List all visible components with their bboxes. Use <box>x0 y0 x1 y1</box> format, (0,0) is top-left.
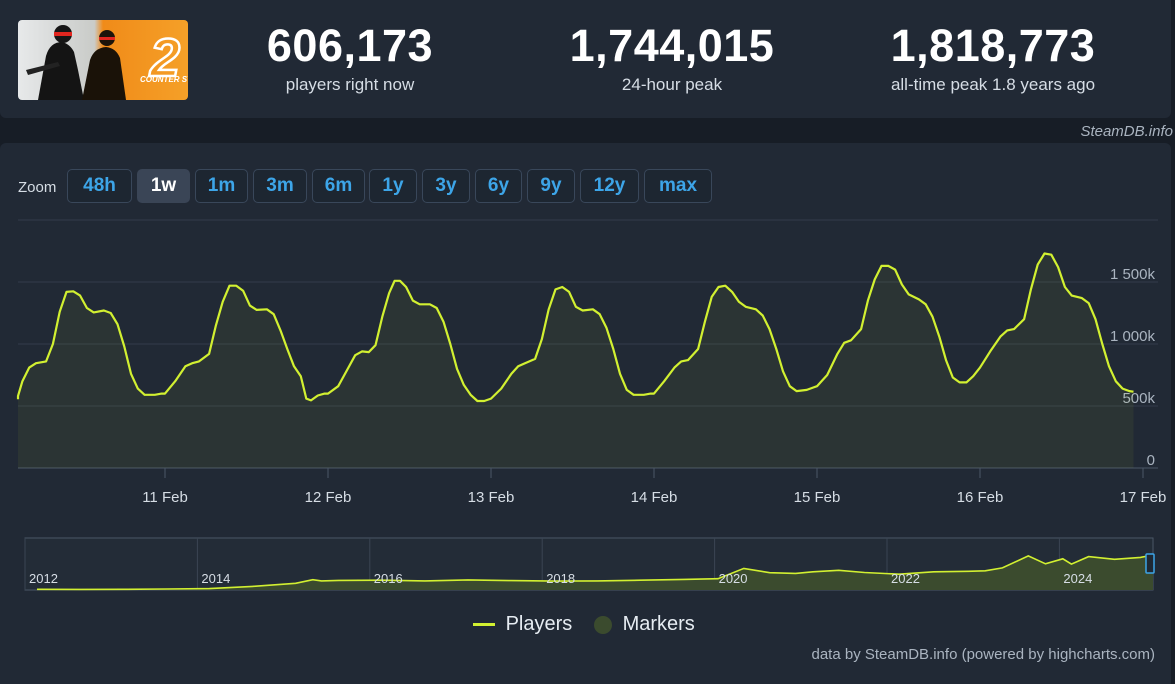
navigator-tick-label: 2020 <box>719 571 748 586</box>
navigator-tick-label: 2024 <box>1063 571 1092 586</box>
navigator-area <box>37 555 1153 590</box>
y-tick-label: 500k <box>1122 390 1155 407</box>
navigator-tick-label: 2012 <box>29 571 58 586</box>
x-tick-label: 15 Feb <box>794 489 841 506</box>
logo-number: 2 <box>149 28 180 88</box>
stats-header: 2 COUNTER STRIKE 606,173 players right n… <box>0 0 1171 118</box>
navigator-tick-labels: 2012 2014 2016 2018 2020 2022 2024 <box>29 571 1092 586</box>
all-time-peak-label: all-time peak 1.8 years ago <box>890 75 1096 94</box>
zoom-button-48h[interactable]: 48h <box>67 169 132 203</box>
footer-credit[interactable]: data by SteamDB.info (powered by highcha… <box>811 646 1156 663</box>
24h-peak-value: 1,744,015 <box>569 20 775 71</box>
x-tick-label: 17 Feb <box>1120 489 1167 506</box>
stat-current-players: 606,173 players right now <box>250 22 450 95</box>
players-series-line <box>16 252 1134 403</box>
zoom-button-3m[interactable]: 3m <box>253 169 307 203</box>
navigator-tick-label: 2018 <box>546 571 575 586</box>
logo-text: COUNTER STRIKE <box>140 75 188 84</box>
navigator-handle[interactable] <box>1145 553 1155 574</box>
x-tick-label: 11 Feb <box>142 489 188 506</box>
players-area <box>18 253 1134 468</box>
x-tick-label: 13 Feb <box>468 489 515 506</box>
chart-panel <box>0 143 1171 684</box>
all-time-peak-value: 1,818,773 <box>890 20 1096 71</box>
zoom-button-1y[interactable]: 1y <box>369 169 417 203</box>
zoom-button-max[interactable]: max <box>644 169 712 203</box>
navigator-tick-label: 2022 <box>891 571 920 586</box>
legend-players[interactable]: Players <box>473 613 572 636</box>
zoom-button-3y[interactable]: 3y <box>422 169 470 203</box>
cs2-logo-image: 2 COUNTER STRIKE <box>18 20 188 100</box>
stat-24h-peak: 1,744,015 24-hour peak <box>560 22 784 95</box>
chart-gridlines <box>18 219 1158 469</box>
markers-legend-swatch <box>594 615 612 634</box>
zoom-button-6m[interactable]: 6m <box>312 169 365 203</box>
y-tick-label: 0 <box>1147 452 1155 469</box>
zoom-button-9y[interactable]: 9y <box>527 169 575 203</box>
players-legend-swatch <box>473 623 495 627</box>
24h-peak-label: 24-hour peak <box>621 75 723 94</box>
x-tick-label: 14 Feb <box>631 489 678 506</box>
navigator-tick-label: 2014 <box>201 571 230 586</box>
y-axis-tick-labels: 0 500k 1 000k 1 500k <box>1110 266 1156 469</box>
current-players-label: players right now <box>285 75 415 94</box>
game-logo[interactable]: 2 COUNTER STRIKE <box>18 20 188 100</box>
zoom-button-1m[interactable]: 1m <box>195 169 248 203</box>
navigator-series-line <box>36 554 1154 591</box>
y-tick-label: 1 500k <box>1110 266 1156 283</box>
zoom-button-6y[interactable]: 6y <box>475 169 522 203</box>
zoom-label: Zoom <box>18 179 57 196</box>
current-players-value: 606,173 <box>266 20 434 71</box>
zoom-button-12y[interactable]: 12y <box>580 169 639 203</box>
markers-legend-label: Markers <box>622 613 695 635</box>
x-tick-label: 16 Feb <box>957 489 1004 506</box>
stat-all-time-peak: 1,818,773 all-time peak 1.8 years ago <box>866 22 1120 95</box>
navigator[interactable]: 2012 2014 2016 2018 2020 2022 2024 <box>24 537 1155 591</box>
x-axis-tick-labels: 11 Feb 12 Feb 13 Feb 14 Feb 15 Feb 16 Feb 17 F… <box>142 468 1166 506</box>
zoom-button-1w[interactable]: 1w <box>137 169 190 203</box>
navigator-tick-label: 2016 <box>374 571 403 586</box>
y-tick-label: 1 000k <box>1110 328 1156 345</box>
x-tick-label: 12 Feb <box>305 489 352 506</box>
legend-markers[interactable]: Markers <box>594 613 695 636</box>
steamdb-credit[interactable]: SteamDB.info <box>1080 123 1173 140</box>
players-legend-label: Players <box>505 613 573 635</box>
